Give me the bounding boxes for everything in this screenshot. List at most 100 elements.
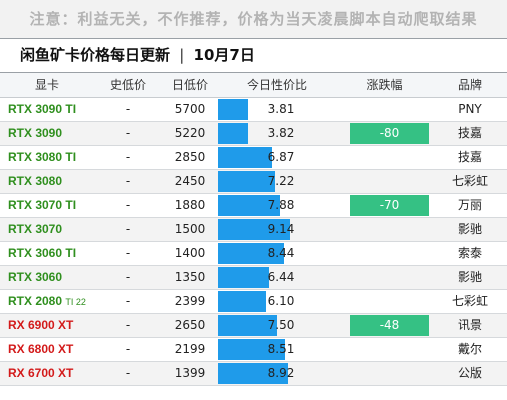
day-low-cell: 2199 bbox=[162, 338, 218, 362]
change-cell bbox=[336, 98, 433, 122]
hist-low-cell: - bbox=[94, 146, 162, 170]
brand-cell: 七彩虹 bbox=[433, 170, 507, 194]
day-low-cell: 1400 bbox=[162, 242, 218, 266]
col-header-gpu[interactable]: 显卡 bbox=[0, 73, 94, 98]
change-cell bbox=[336, 362, 433, 386]
ratio-bar bbox=[218, 219, 290, 240]
gpu-name-cell[interactable]: RX 6800 XT bbox=[0, 338, 94, 362]
hist-low-cell: - bbox=[94, 290, 162, 314]
brand-cell: 技嘉 bbox=[433, 122, 507, 146]
hist-low-cell: - bbox=[94, 194, 162, 218]
change-cell bbox=[336, 338, 433, 362]
ratio-bar bbox=[218, 315, 277, 336]
col-header-change[interactable]: 涨跌幅 bbox=[336, 73, 433, 98]
gpu-name-cell[interactable]: RTX 3080 bbox=[0, 170, 94, 194]
hist-low-cell: - bbox=[94, 314, 162, 338]
change-badge: -70 bbox=[350, 195, 429, 216]
change-cell bbox=[336, 218, 433, 242]
gpu-name: RTX 3060 12GB bbox=[8, 270, 63, 284]
gpu-name-suffix: TI 22 GB bbox=[65, 297, 86, 307]
ratio-cell: 6.87 bbox=[218, 146, 336, 170]
gpu-name: RTX 3070 TI bbox=[8, 198, 77, 212]
hist-low-cell: - bbox=[94, 170, 162, 194]
gpu-name: RTX 3070 bbox=[8, 222, 63, 236]
ratio-bar bbox=[218, 363, 288, 384]
hist-low-cell: - bbox=[94, 338, 162, 362]
ratio-cell: 7.50 bbox=[218, 314, 336, 338]
change-cell bbox=[336, 290, 433, 314]
col-header-hist-low[interactable]: 史低价 bbox=[94, 73, 162, 98]
gpu-name-cell[interactable]: RTX 3060 12GB bbox=[0, 266, 94, 290]
ratio-bar bbox=[218, 243, 284, 264]
ratio-bar bbox=[218, 267, 269, 288]
day-low-cell: 5220 bbox=[162, 122, 218, 146]
gpu-name-cell[interactable]: RX 6900 XT bbox=[0, 314, 94, 338]
brand-cell: 影驰 bbox=[433, 218, 507, 242]
hist-low-cell: - bbox=[94, 362, 162, 386]
title-main: 闲鱼矿卡价格每日更新 bbox=[20, 46, 171, 64]
price-table: 显卡 史低价 日低价 今日性价比 涨跌幅 品牌 RTX 3090 TI -5700… bbox=[0, 73, 507, 386]
brand-cell: 公版 bbox=[433, 362, 507, 386]
title-date: 10月7日 bbox=[193, 46, 255, 64]
gpu-name-cell[interactable]: RTX 3070 TI bbox=[0, 194, 94, 218]
ratio-cell: 3.82 bbox=[218, 122, 336, 146]
change-cell: -48 bbox=[336, 314, 433, 338]
col-header-day-low[interactable]: 日低价 bbox=[162, 73, 218, 98]
day-low-cell: 1880 bbox=[162, 194, 218, 218]
day-low-cell: 2399 bbox=[162, 290, 218, 314]
ratio-value: 7.22 bbox=[267, 174, 295, 188]
change-cell bbox=[336, 266, 433, 290]
ratio-cell: 7.88 bbox=[218, 194, 336, 218]
day-low-cell: 5700 bbox=[162, 98, 218, 122]
day-low-cell: 2450 bbox=[162, 170, 218, 194]
ratio-bar bbox=[218, 195, 280, 216]
gpu-name: RTX 3090 TI bbox=[8, 102, 77, 116]
day-low-cell: 2850 bbox=[162, 146, 218, 170]
change-cell bbox=[336, 146, 433, 170]
ratio-cell: 6.44 bbox=[218, 266, 336, 290]
ratio-cell: 9.14 bbox=[218, 218, 336, 242]
brand-cell: 万丽 bbox=[433, 194, 507, 218]
gpu-name: RTX 3060 TI bbox=[8, 246, 77, 260]
title-separator: | bbox=[179, 46, 185, 64]
change-cell bbox=[336, 170, 433, 194]
gpu-name-cell[interactable]: RTX 3060 TI bbox=[0, 242, 94, 266]
ratio-value: 3.81 bbox=[267, 102, 295, 116]
day-low-cell: 2650 bbox=[162, 314, 218, 338]
brand-cell: PNY bbox=[433, 98, 507, 122]
gpu-name: RX 6700 XT bbox=[8, 366, 74, 380]
gpu-name-cell[interactable]: RTX 3090 TI bbox=[0, 98, 94, 122]
ratio-value: 7.88 bbox=[267, 198, 295, 212]
ratio-cell: 6.10 bbox=[218, 290, 336, 314]
gpu-name-cell[interactable]: RTX 3080 TI bbox=[0, 146, 94, 170]
gpu-name-cell[interactable]: RTX 2080 TI 22 GB bbox=[0, 290, 94, 314]
brand-cell: 索泰 bbox=[433, 242, 507, 266]
hist-low-cell: - bbox=[94, 122, 162, 146]
ratio-value: 9.14 bbox=[267, 222, 295, 236]
col-header-ratio[interactable]: 今日性价比 bbox=[218, 73, 336, 98]
change-cell bbox=[336, 242, 433, 266]
day-low-cell: 1399 bbox=[162, 362, 218, 386]
col-header-brand[interactable]: 品牌 bbox=[433, 73, 507, 98]
ratio-value: 3.82 bbox=[267, 126, 295, 140]
brand-cell: 七彩虹 bbox=[433, 290, 507, 314]
brand-cell: 讯景 bbox=[433, 314, 507, 338]
ratio-value: 6.10 bbox=[267, 294, 295, 308]
brand-cell: 技嘉 bbox=[433, 146, 507, 170]
gpu-name: RTX 3090 bbox=[8, 126, 63, 140]
hist-low-cell: - bbox=[94, 98, 162, 122]
ratio-bar bbox=[218, 99, 248, 120]
ratio-cell: 8.44 bbox=[218, 242, 336, 266]
gpu-name-cell[interactable]: RX 6700 XT bbox=[0, 362, 94, 386]
hist-low-cell: - bbox=[94, 218, 162, 242]
ratio-bar bbox=[218, 339, 285, 360]
gpu-name-cell[interactable]: RTX 3070 bbox=[0, 218, 94, 242]
ratio-bar bbox=[218, 291, 266, 312]
gpu-name-cell[interactable]: RTX 3090 bbox=[0, 122, 94, 146]
ratio-value: 8.92 bbox=[267, 366, 295, 380]
ratio-cell: 7.22 bbox=[218, 170, 336, 194]
notice-banner: 注意：利益无关，不作推荐，价格为当天凌晨脚本自动爬取结果 bbox=[0, 0, 507, 38]
brand-cell: 戴尔 bbox=[433, 338, 507, 362]
ratio-value: 8.51 bbox=[267, 342, 295, 356]
gpu-name: RX 6900 XT bbox=[8, 318, 74, 332]
